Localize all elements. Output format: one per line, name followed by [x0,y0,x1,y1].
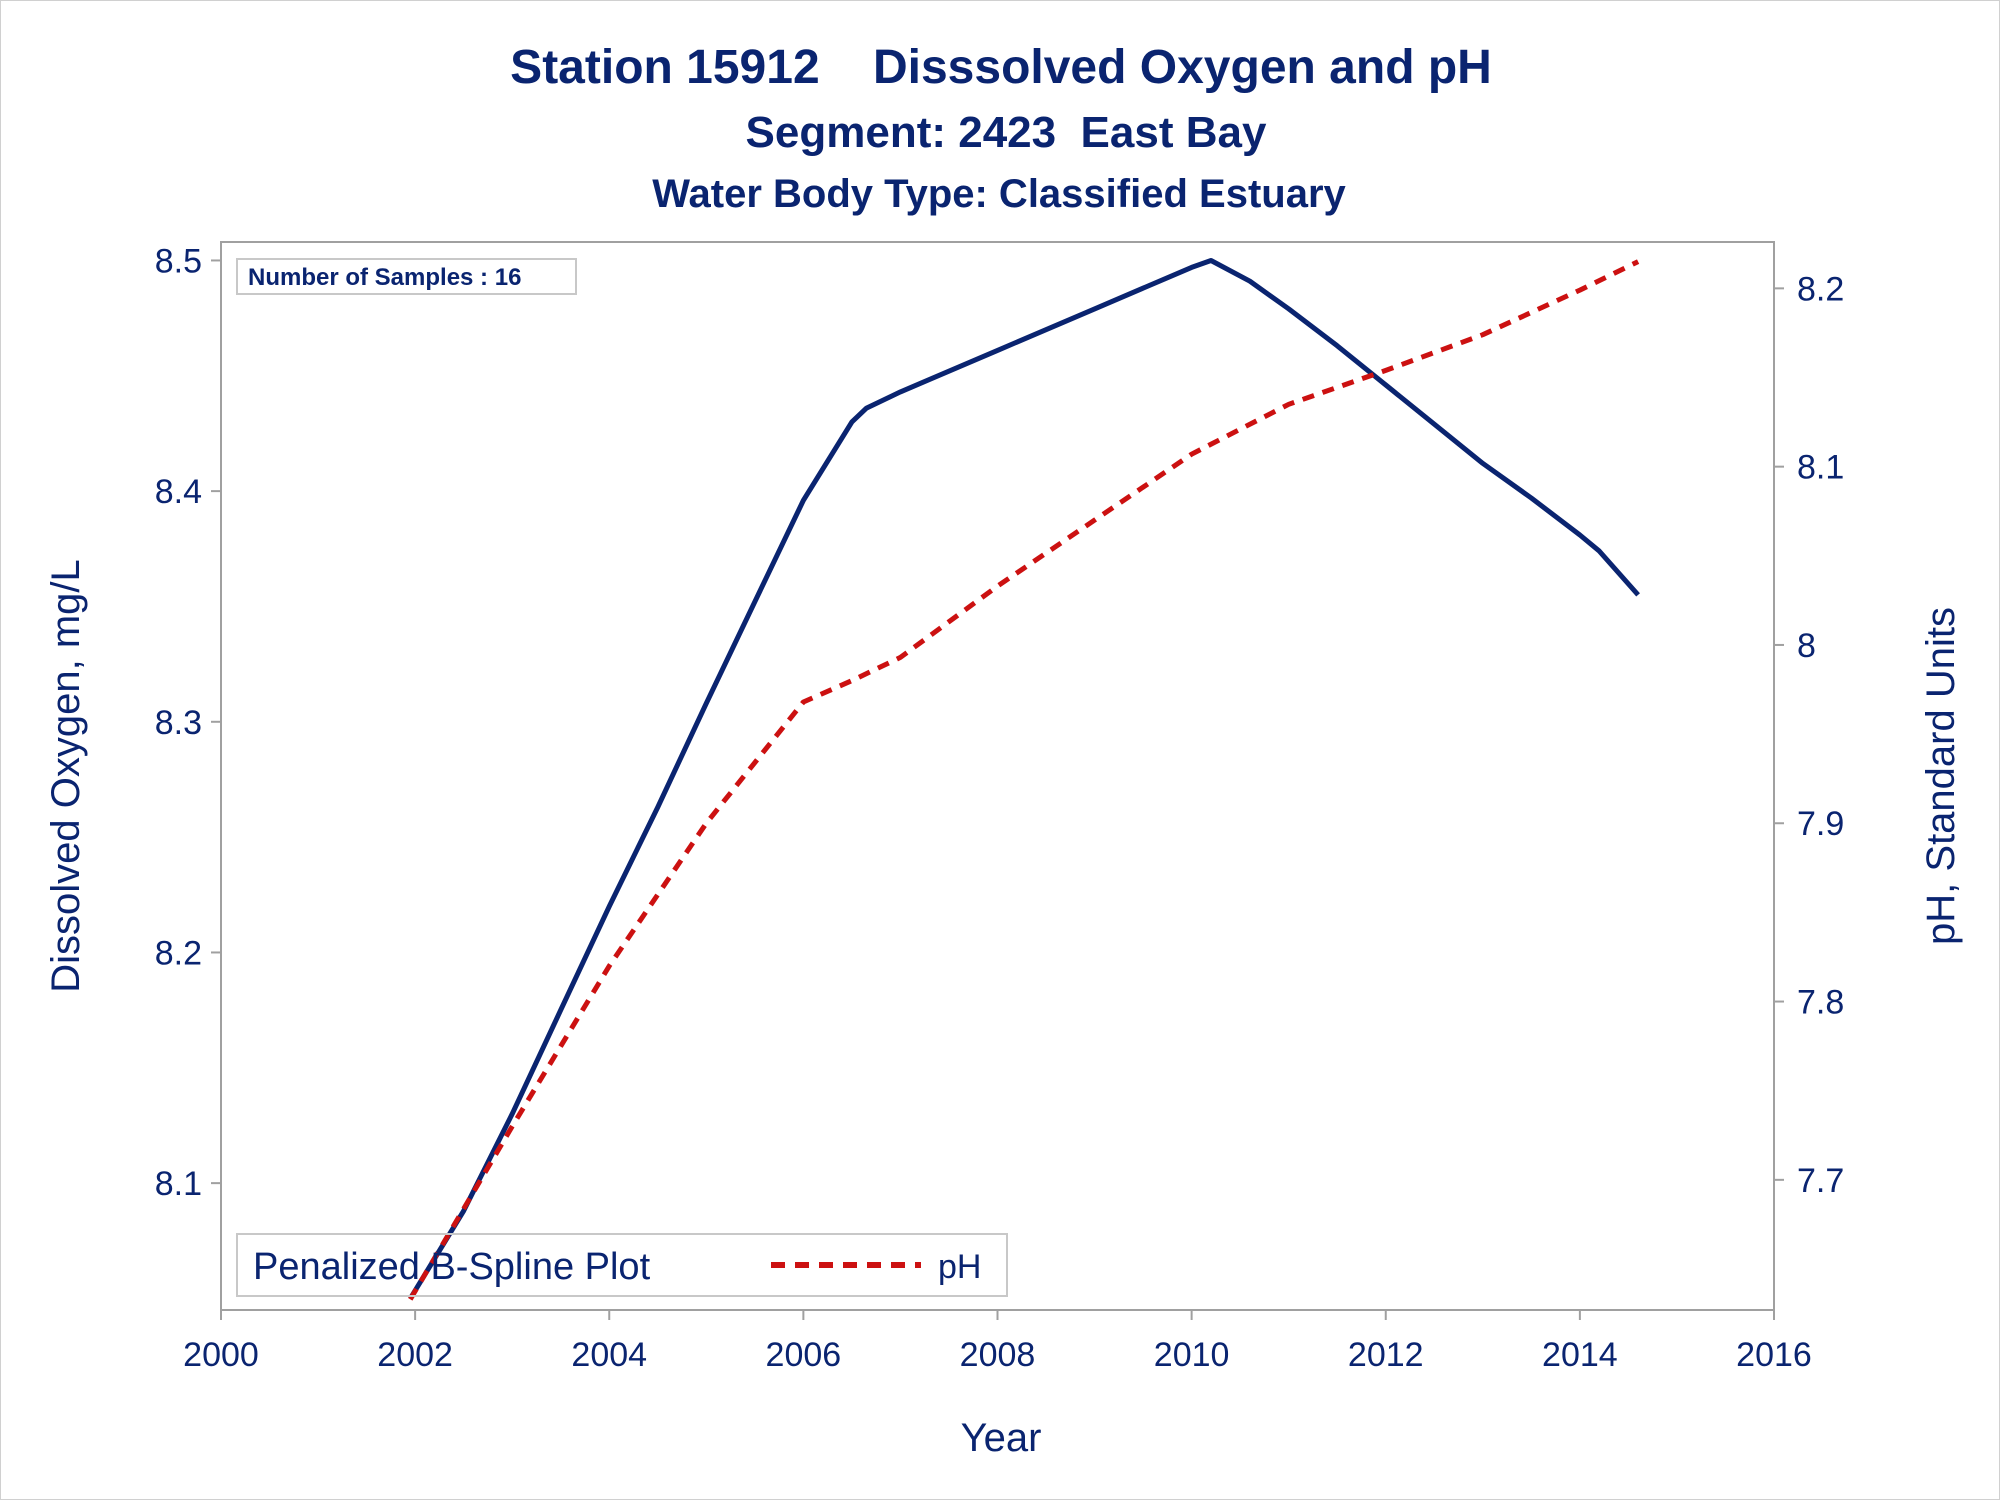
y-tick-label: 8.1 [155,1165,202,1203]
legend-ph-label: pH [938,1248,981,1286]
x-tick-label: 2004 [571,1336,647,1374]
y-axis-label: Dissolved Oxygen, mg/L [44,559,88,993]
y-tick-label: 8.5 [155,242,202,280]
plot-area [220,241,1775,1311]
x-tick-label: 2016 [1736,1336,1812,1374]
x-tick-label: 2010 [1154,1336,1230,1374]
x-tick-label: 2000 [183,1336,259,1374]
y-axis-right: 7.7 7.8 7.9 8 8.1 8.2 [1774,270,1844,1200]
legend-box [236,1233,1008,1297]
x-axis: 2000 2002 2004 2006 2008 2010 2012 2014 2016 [183,1310,1812,1374]
y2-tick-label: 8.1 [1797,449,1844,487]
legend-title: Penalized B-Spline Plot [253,1246,651,1288]
dissolved-oxygen-series-line [408,258,1640,1300]
y-tick-label: 8.4 [155,473,202,511]
y2-tick-label: 8 [1797,627,1816,665]
x-tick-label: 2008 [960,1336,1036,1374]
y2-tick-label: 7.8 [1797,984,1844,1022]
y-axis-left: 8.1 8.2 8.3 8.4 8.5 [155,242,221,1203]
sample-count-box [236,258,577,295]
ph-series-line [408,259,1640,1301]
y2-axis-label: pH, Standard Units [1919,607,1963,945]
y2-tick-label: 7.7 [1797,1162,1844,1200]
chart-title: Station 15912 Disssolved Oxygen and pH [510,41,1492,94]
sample-count-label: Number of Samples : 16 [248,264,521,291]
series-layer [408,258,1640,1301]
x-tick-label: 2002 [377,1336,453,1374]
x-tick-label: 2014 [1542,1336,1618,1374]
y2-tick-label: 8.2 [1797,270,1844,308]
chart-subtitle-2: Water Body Type: Classified Estuary [652,172,1346,216]
x-tick-label: 2012 [1348,1336,1424,1374]
y-tick-label: 8.2 [155,934,202,972]
y2-tick-label: 7.9 [1797,805,1844,843]
x-axis-label: Year [961,1416,1042,1460]
chart-subtitle: Segment: 2423 East Bay [746,108,1267,157]
y-tick-label: 8.3 [155,704,202,742]
x-tick-label: 2006 [766,1336,842,1374]
